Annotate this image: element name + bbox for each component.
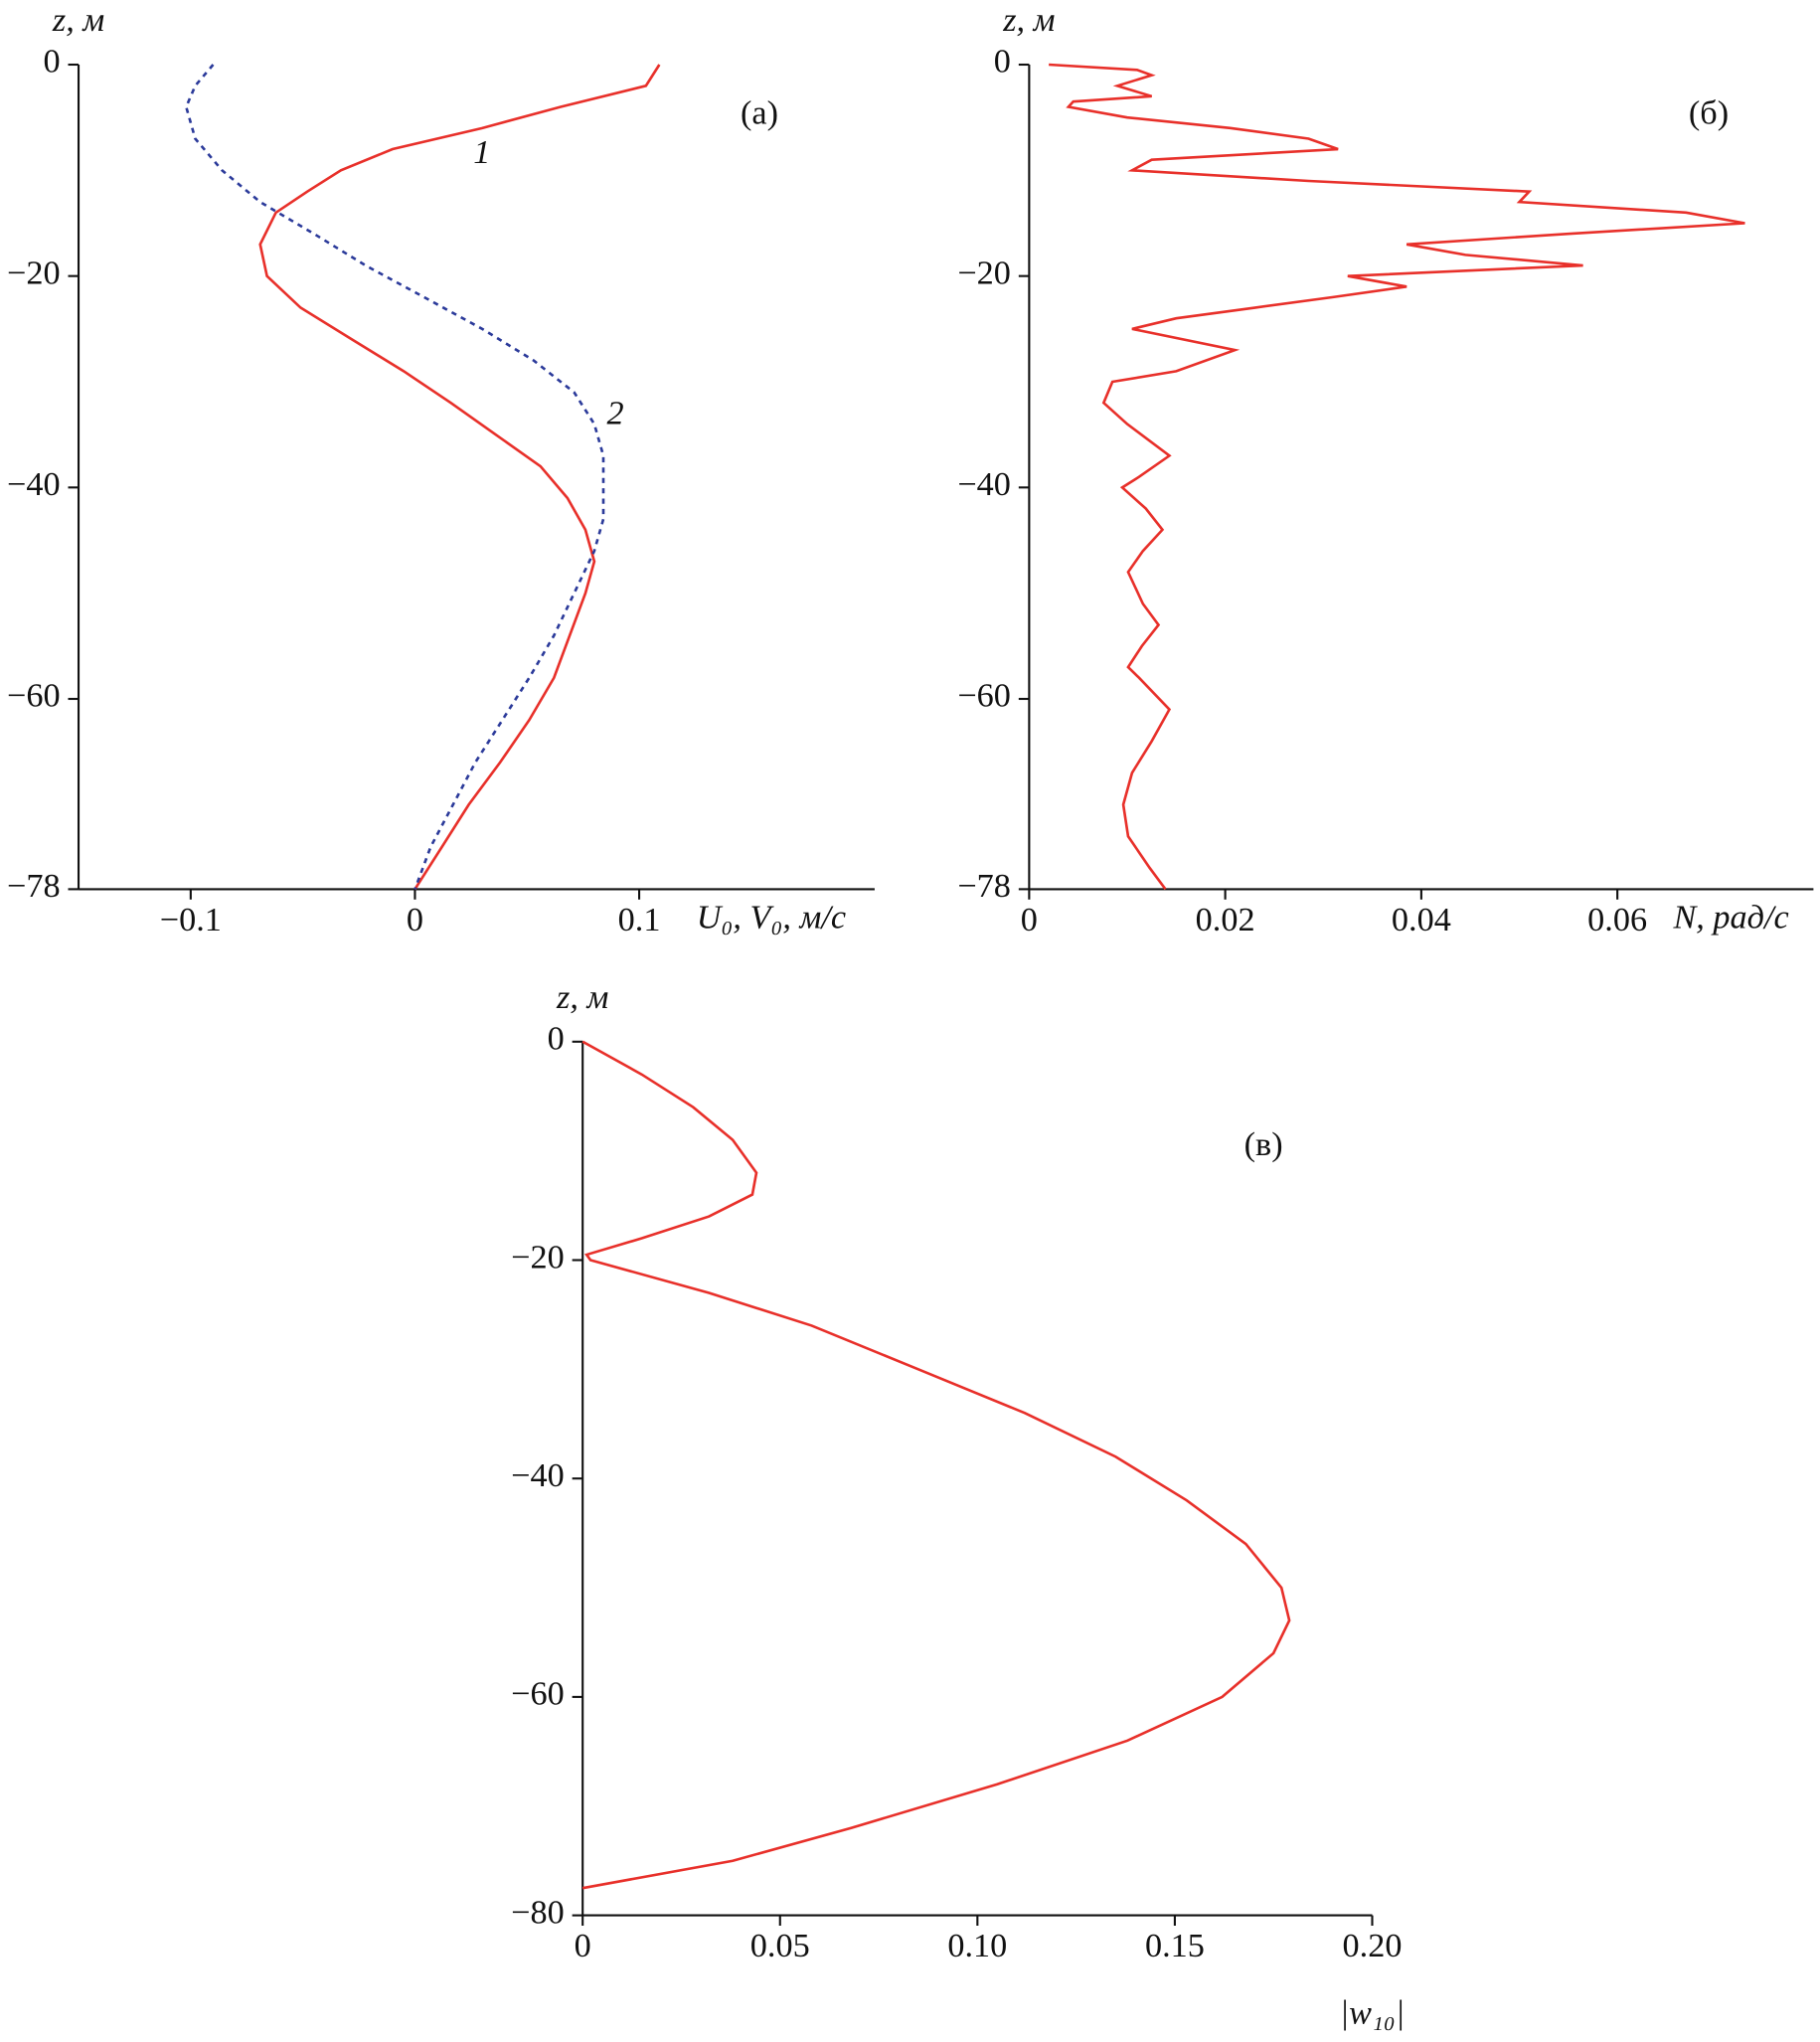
y-tick-label: −20 <box>7 255 61 292</box>
y-tick-label: −78 <box>7 868 61 905</box>
y-axis-label: z, м <box>52 2 104 39</box>
y-tick-label: −20 <box>957 255 1011 292</box>
x-tick-label: 0 <box>575 1928 591 1964</box>
y-tick-label: 0 <box>43 44 60 81</box>
y-tick-label: 0 <box>548 1021 565 1058</box>
curve-label: 2 <box>607 396 624 432</box>
y-tick-label: −20 <box>511 1239 565 1276</box>
y-axis-label: z, м <box>556 979 608 1016</box>
profile-line <box>184 64 605 890</box>
y-tick-label: −80 <box>511 1895 565 1932</box>
x-tick-label: 0 <box>1021 902 1038 938</box>
x-tick-label: 0.10 <box>947 1928 1007 1964</box>
x-tick-label: 0.15 <box>1145 1928 1205 1964</box>
x-tick-label: 0 <box>407 902 423 938</box>
y-tick-label: −78 <box>957 868 1011 905</box>
x-tick-label: 0.20 <box>1343 1928 1403 1964</box>
panel-label: (в) <box>1244 1126 1283 1163</box>
y-tick-label: −60 <box>511 1676 565 1713</box>
y-tick-label: 0 <box>994 44 1011 81</box>
y-axis-label: z, м <box>1002 2 1055 39</box>
y-tick-label: −40 <box>511 1457 565 1494</box>
x-tick-label: 0.05 <box>750 1928 810 1964</box>
x-axis-label: U₀, V₀, м/с <box>697 900 846 936</box>
x-tick-label: 0.02 <box>1196 902 1255 938</box>
curve-label: 1 <box>473 134 490 171</box>
x-tick-label: 0.04 <box>1392 902 1451 938</box>
x-axis-label: N, рад/с <box>1672 900 1788 936</box>
profile-line <box>258 64 661 891</box>
y-tick-label: −40 <box>957 466 1011 503</box>
panel-label: (а) <box>741 95 778 132</box>
x-tick-label: 0.06 <box>1587 902 1647 938</box>
panel-label: (б) <box>1689 95 1729 132</box>
y-tick-label: −40 <box>7 466 61 503</box>
profile-line <box>581 1040 1291 1890</box>
y-tick-label: −60 <box>7 678 61 715</box>
x-tick-label: 0.1 <box>618 902 661 938</box>
y-tick-label: −60 <box>957 678 1011 715</box>
x-tick-label: −0.1 <box>160 902 222 938</box>
x-axis-label: |w₁₀| <box>1340 1995 1405 2032</box>
profile-line <box>1049 63 1745 891</box>
